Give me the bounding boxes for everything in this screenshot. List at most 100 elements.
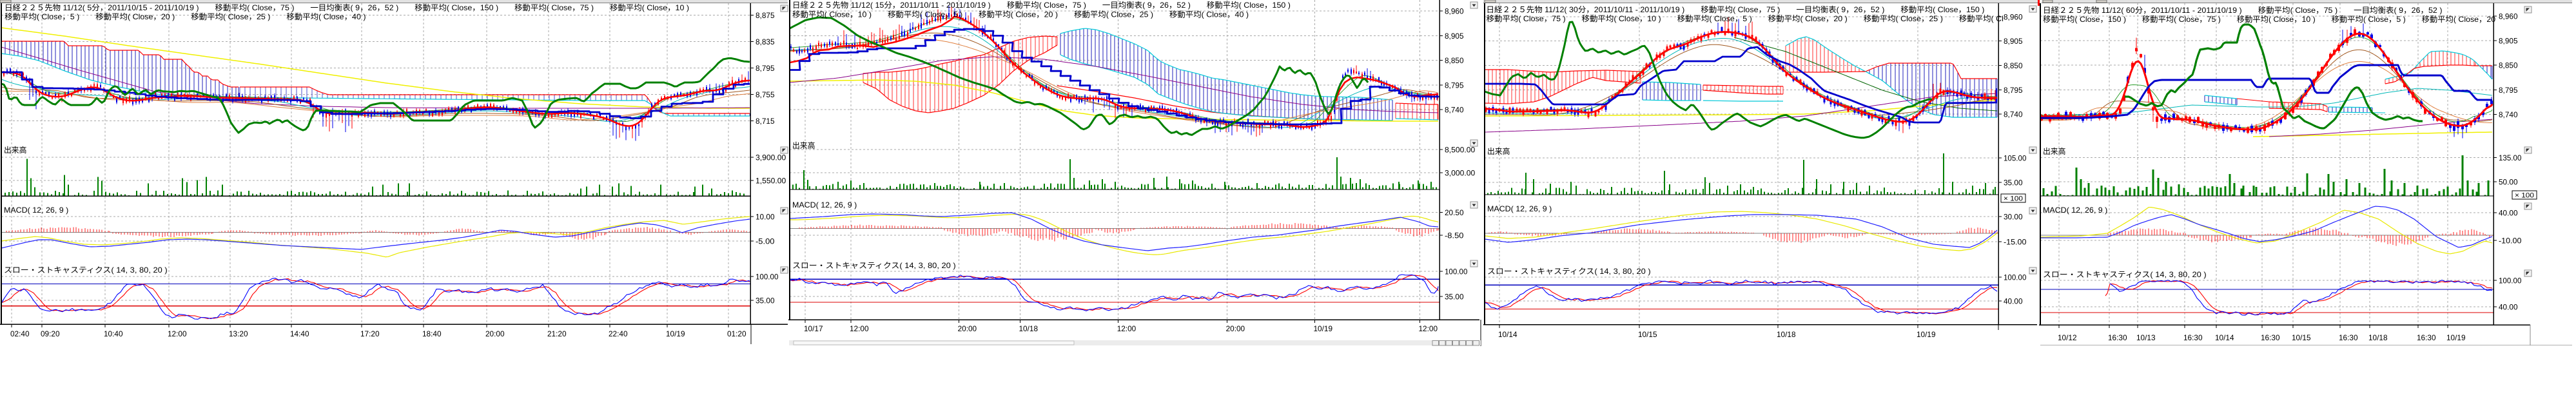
svg-text:40.00: 40.00 [2499,303,2518,312]
svg-text:8,740: 8,740 [2004,110,2023,119]
svg-text:10/17: 10/17 [804,324,823,333]
svg-text:8,905: 8,905 [2499,37,2518,46]
svg-text:10/19: 10/19 [2446,333,2466,342]
svg-text:スロー・ストキャスティクス( 14, 3, 80, 20 ): スロー・ストキャスティクス( 14, 3, 80, 20 ) [1487,267,1651,276]
svg-text:スロー・ストキャスティクス( 14, 3, 80, 20 ): スロー・ストキャスティクス( 14, 3, 80, 20 ) [4,266,168,275]
svg-text:35.00: 35.00 [1445,293,1464,302]
svg-text:MACD( 12, 26, 9 ): MACD( 12, 26, 9 ) [4,206,68,215]
svg-text:12:00: 12:00 [1419,324,1438,333]
svg-text:10/18: 10/18 [2368,333,2388,342]
svg-text:13:20: 13:20 [229,329,248,338]
svg-text:移動平均( Close，150 ) 移動平均( Close: 移動平均( Close，150 ) 移動平均( Close，75 ) 移動平均(… [2043,15,2495,24]
svg-text:移動平均( Close，75 ) 移動平均( Close，: 移動平均( Close，75 ) 移動平均( Close，10 ) 移動平均( … [1487,14,2004,23]
svg-text:8,960: 8,960 [2499,12,2518,21]
svg-text:× 100: × 100 [2004,195,2023,203]
svg-text:日経２２５先物 11/12( 15分，2011/10/11: 日経２２５先物 11/12( 15分，2011/10/11 - 2011/10/… [792,1,1291,10]
svg-text:100.00: 100.00 [1445,267,1468,276]
svg-text:100.00: 100.00 [756,273,779,282]
svg-text:12:00: 12:00 [850,324,869,333]
svg-text:100.00: 100.00 [2004,273,2027,282]
svg-text:10/14: 10/14 [1498,330,1517,339]
svg-text:10/18: 10/18 [1019,324,1039,333]
svg-text:8,905: 8,905 [2004,37,2023,46]
svg-text:8,500.00: 8,500.00 [1445,145,1476,154]
svg-text:日経２２５先物 11/12( 5分，2011/10/15 -: 日経２２５先物 11/12( 5分，2011/10/15 - 2011/10/1… [5,3,689,12]
svg-text:12:00: 12:00 [1117,324,1137,333]
svg-text:8,795: 8,795 [756,64,775,73]
svg-text:09:20: 09:20 [41,329,60,338]
svg-text:16:30: 16:30 [2108,333,2127,342]
svg-text:1,550.00: 1,550.00 [756,177,786,186]
svg-text:16:30: 16:30 [2183,333,2203,342]
svg-text:移動平均( Close，5 ) 移動平均( Close，2: 移動平均( Close，5 ) 移動平均( Close，20 ) 移動平均( C… [5,12,366,21]
svg-text:MACD( 12, 26, 9 ): MACD( 12, 26, 9 ) [792,200,857,209]
svg-text:8,960: 8,960 [1445,7,1464,16]
svg-text:17:20: 17:20 [360,329,380,338]
svg-text:8,875: 8,875 [756,11,775,20]
svg-text:8,740: 8,740 [2499,110,2518,119]
svg-text:MACD( 12, 26, 9 ): MACD( 12, 26, 9 ) [1487,204,1552,213]
svg-text:35.00: 35.00 [2004,179,2023,188]
svg-text:8,850: 8,850 [1445,56,1464,65]
svg-text:8,740: 8,740 [1445,106,1464,115]
svg-text:スロー・ストキャスティクス( 14, 3, 80, 20 ): スロー・ストキャスティクス( 14, 3, 80, 20 ) [2043,270,2207,279]
svg-text:-5.00: -5.00 [756,237,775,246]
svg-text:× 100: × 100 [2515,192,2534,200]
svg-text:10/19: 10/19 [666,329,685,338]
svg-text:10/12: 10/12 [2058,333,2077,342]
svg-text:22:40: 22:40 [609,329,628,338]
svg-text:出来高: 出来高 [1487,146,1510,156]
svg-text:10/19: 10/19 [1314,324,1333,333]
svg-text:8,905: 8,905 [1445,32,1464,41]
svg-text:8,960: 8,960 [2004,12,2023,21]
svg-text:10/19: 10/19 [1917,330,1936,339]
svg-text:16:30: 16:30 [2339,333,2358,342]
svg-text:12:00: 12:00 [168,329,187,338]
svg-text:105.00: 105.00 [2004,154,2027,163]
svg-text:20.50: 20.50 [1445,208,1464,217]
svg-text:移動平均( Close，10 ) 移動平均( Close，: 移動平均( Close，10 ) 移動平均( Close，5 ) 移動平均( C… [792,10,1249,19]
svg-text:10/13: 10/13 [2136,333,2156,342]
svg-text:10/14: 10/14 [2215,333,2234,342]
svg-text:出来高: 出来高 [792,140,815,150]
svg-text:10/18: 10/18 [1777,330,1796,339]
svg-text:30.00: 30.00 [2004,213,2023,222]
svg-text:20:00: 20:00 [958,324,977,333]
svg-text:40.00: 40.00 [2499,209,2518,218]
svg-text:20:00: 20:00 [485,329,505,338]
svg-text:出来高: 出来高 [4,145,26,155]
svg-text:8,795: 8,795 [2499,86,2518,95]
svg-text:100.00: 100.00 [2499,276,2522,286]
svg-text:8,835: 8,835 [756,37,775,46]
svg-text:50.00: 50.00 [2499,178,2518,187]
svg-text:スロー・ストキャスティクス( 14, 3, 80, 20 ): スロー・ストキャスティクス( 14, 3, 80, 20 ) [792,261,956,270]
svg-text:16:30: 16:30 [2261,333,2280,342]
svg-text:135.00: 135.00 [2499,153,2522,162]
svg-text:8,795: 8,795 [1445,81,1464,90]
svg-text:8,795: 8,795 [2004,86,2023,95]
svg-text:3,900.00: 3,900.00 [756,153,786,162]
svg-text:日経２２５先物 11/12( 30分，2011/10/11: 日経２２５先物 11/12( 30分，2011/10/11 - 2011/10/… [1487,5,1985,14]
svg-text:出来高: 出来高 [2043,146,2065,156]
svg-text:-10.00: -10.00 [2499,237,2522,246]
svg-text:21:20: 21:20 [547,329,567,338]
svg-text:16:30: 16:30 [2417,333,2436,342]
svg-text:18:40: 18:40 [422,329,442,338]
svg-text:02:40: 02:40 [10,329,30,338]
svg-text:3,000.00: 3,000.00 [1445,169,1476,178]
svg-text:-15.00: -15.00 [2004,237,2027,246]
svg-text:8,850: 8,850 [2004,61,2023,70]
svg-text:日経２２５先物 11/12( 60分，2011/10/11: 日経２２５先物 11/12( 60分，2011/10/11 - 2011/10/… [2043,6,2443,15]
svg-text:10.00: 10.00 [756,213,775,222]
svg-text:10/15: 10/15 [1638,330,1657,339]
svg-text:14:40: 14:40 [290,329,309,338]
svg-text:35.00: 35.00 [756,296,775,305]
svg-text:-8.50: -8.50 [1445,231,1464,240]
svg-text:8,850: 8,850 [2499,61,2518,70]
svg-text:10/15: 10/15 [2292,333,2311,342]
svg-text:MACD( 12, 26, 9 ): MACD( 12, 26, 9 ) [2043,206,2107,215]
svg-text:01:20: 01:20 [727,329,746,338]
svg-text:20:00: 20:00 [1226,324,1245,333]
svg-text:10:40: 10:40 [104,329,123,338]
svg-text:8,755: 8,755 [756,90,775,99]
